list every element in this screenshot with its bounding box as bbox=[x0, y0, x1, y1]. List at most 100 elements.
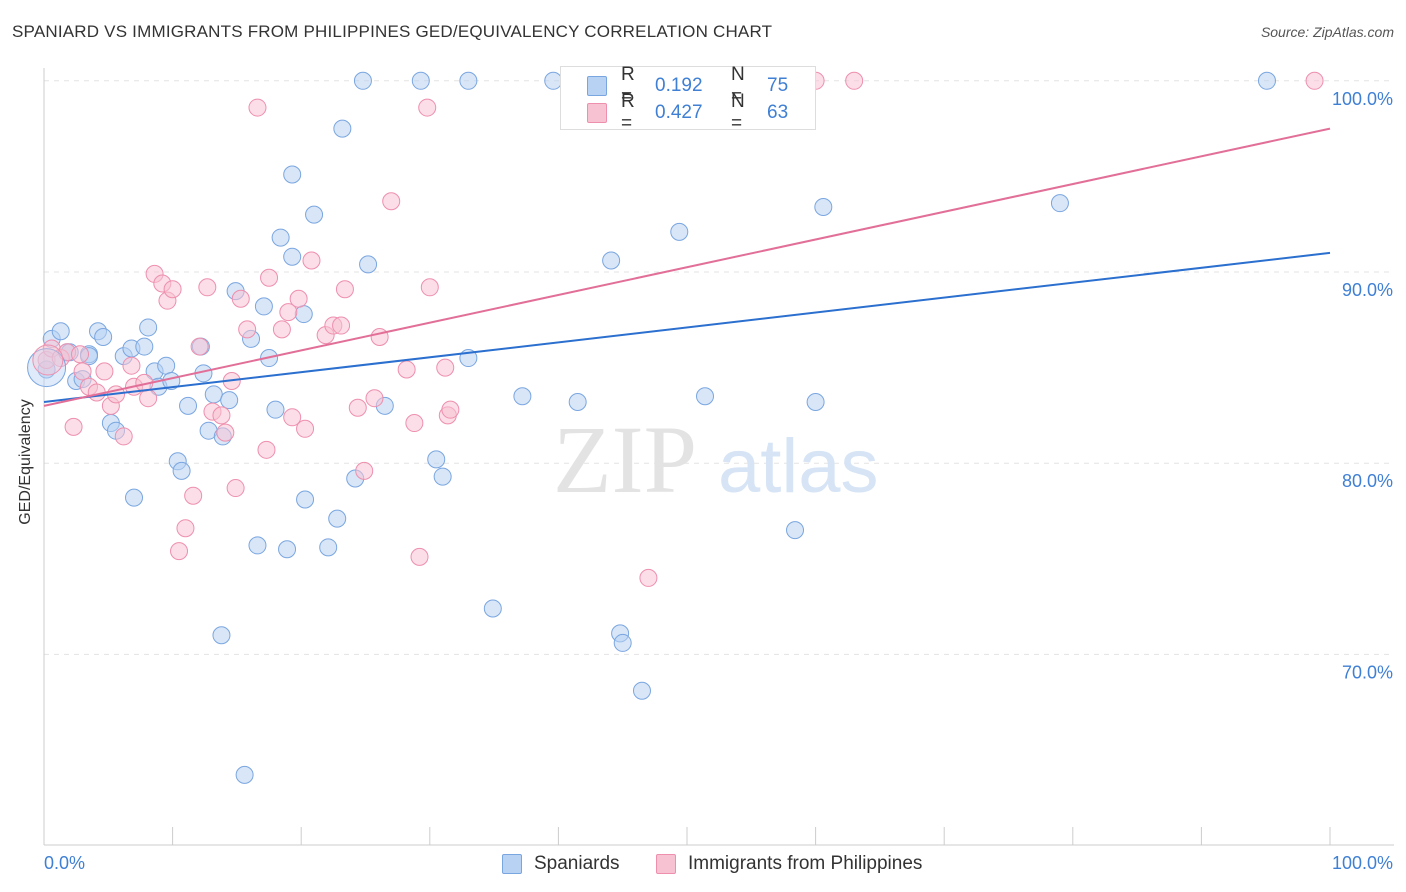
spaniard-point bbox=[266, 400, 285, 419]
r-value: 0.427 bbox=[655, 102, 703, 123]
r-label: R = bbox=[621, 91, 635, 134]
pink-swatch bbox=[656, 854, 676, 874]
gridlines bbox=[44, 80, 1394, 655]
spaniard-point bbox=[568, 393, 587, 412]
philippines-point bbox=[302, 251, 321, 270]
y-tick-label: 70.0% bbox=[1342, 662, 1393, 682]
philippines-point bbox=[73, 362, 92, 381]
watermark-atlas: atlas bbox=[718, 424, 879, 509]
y-tick-label: 80.0% bbox=[1342, 471, 1393, 491]
spaniard-point bbox=[328, 509, 347, 528]
spaniard-point bbox=[814, 197, 833, 216]
philippines-point bbox=[1305, 71, 1324, 90]
philippines-point bbox=[198, 278, 217, 297]
spaniard-point bbox=[786, 521, 805, 540]
axes bbox=[43, 68, 1394, 846]
philippines-point bbox=[296, 419, 315, 438]
philippines-point bbox=[71, 345, 90, 364]
philippines-point bbox=[114, 427, 133, 446]
y-tick-label: 100.0% bbox=[1332, 89, 1393, 109]
spaniard-point bbox=[433, 467, 452, 486]
spaniard-point bbox=[254, 297, 273, 316]
stats-legend: R = 0.192 N = 75 R = 0.427 N = 63 bbox=[560, 64, 816, 134]
spaniard-point bbox=[670, 222, 689, 241]
philippines-point bbox=[163, 280, 182, 299]
bottom-legend-philippines: Immigrants from Philippines bbox=[656, 852, 922, 876]
philippines-point bbox=[332, 316, 351, 335]
n-label: N = bbox=[731, 64, 745, 107]
spaniard-point bbox=[27, 348, 67, 388]
spaniard-point bbox=[806, 393, 825, 412]
data-points bbox=[27, 71, 1324, 784]
philippines-point bbox=[260, 268, 279, 287]
spaniard-point bbox=[296, 490, 315, 509]
watermark: ZIP atlas bbox=[553, 406, 879, 513]
philippines-point bbox=[639, 568, 658, 587]
spaniard-point bbox=[411, 71, 430, 90]
philippines-point bbox=[216, 423, 235, 442]
bottom-legend-spaniards: Spaniards bbox=[502, 852, 620, 876]
spaniard-point bbox=[157, 356, 176, 375]
y-axis-label: GED/Equivalency bbox=[17, 399, 34, 525]
spaniard-point bbox=[513, 387, 532, 406]
philippines-point bbox=[170, 542, 189, 561]
philippines-point bbox=[405, 414, 424, 433]
philippines-point bbox=[436, 358, 455, 377]
x-tick-label: 0.0% bbox=[44, 853, 85, 873]
philippines-point bbox=[397, 360, 416, 379]
blue-swatch bbox=[502, 854, 522, 874]
philippines-point bbox=[418, 98, 437, 117]
spaniard-point bbox=[1257, 71, 1276, 90]
watermark-zip: ZIP bbox=[553, 406, 697, 513]
philippines-point bbox=[420, 278, 439, 297]
spaniard-point bbox=[204, 385, 223, 404]
spaniard-point bbox=[305, 205, 324, 224]
spaniard-point bbox=[427, 450, 446, 469]
r-value: 0.192 bbox=[655, 75, 703, 96]
philippines-point bbox=[348, 398, 367, 417]
philippines-point bbox=[382, 192, 401, 211]
spaniard-point bbox=[283, 247, 302, 266]
philippines-point bbox=[95, 362, 114, 381]
spaniard-point bbox=[51, 322, 70, 341]
philippines-point bbox=[272, 320, 291, 339]
philippines-trend-line bbox=[43, 127, 1331, 407]
spaniard-point bbox=[602, 251, 621, 270]
tick-labels: 70.0% 80.0% 90.0% 100.0% 0.0% 100.0% bbox=[44, 89, 1393, 873]
spaniard-point bbox=[283, 165, 302, 184]
spaniard-point bbox=[278, 540, 297, 559]
spaniard-point bbox=[212, 626, 231, 645]
blue-swatch bbox=[587, 76, 607, 96]
philippines-point bbox=[355, 461, 374, 480]
philippines-point bbox=[410, 547, 429, 566]
philippines-point bbox=[238, 320, 257, 339]
spaniard-point bbox=[179, 396, 198, 415]
spaniard-point bbox=[483, 599, 502, 618]
philippines-point bbox=[122, 356, 141, 375]
y-tick-label: 90.0% bbox=[1342, 280, 1393, 300]
spaniard-point bbox=[125, 488, 144, 507]
n-value: 75 bbox=[767, 75, 789, 96]
spaniard-point bbox=[220, 391, 239, 410]
spaniard-trend-line bbox=[43, 251, 1331, 404]
philippines-point bbox=[32, 344, 64, 376]
spaniard-point bbox=[94, 328, 113, 347]
philippines-point bbox=[279, 303, 298, 322]
philippines-point bbox=[845, 71, 864, 90]
philippines-point bbox=[231, 289, 250, 308]
r-label: R = bbox=[621, 64, 635, 107]
spaniard-point bbox=[459, 71, 478, 90]
spaniard-point bbox=[353, 71, 372, 90]
philippines-point bbox=[139, 389, 158, 408]
philippines-point bbox=[257, 440, 276, 459]
n-value: 63 bbox=[767, 102, 789, 123]
philippines-point bbox=[212, 406, 231, 425]
spaniard-point bbox=[319, 538, 338, 557]
trend-lines bbox=[43, 127, 1331, 407]
spaniard-point bbox=[613, 633, 632, 652]
philippines-point bbox=[370, 328, 389, 347]
philippines-point bbox=[248, 98, 267, 117]
spaniard-point bbox=[1050, 194, 1069, 213]
spaniard-point bbox=[248, 536, 267, 555]
